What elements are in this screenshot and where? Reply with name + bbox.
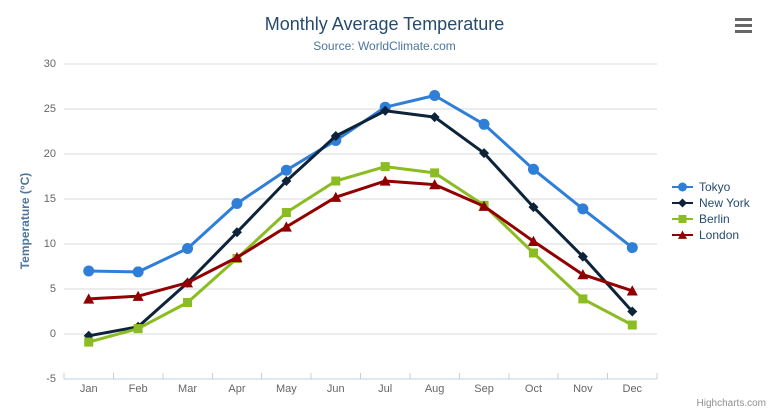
- x-tick-label: Oct: [524, 383, 543, 395]
- london-marker[interactable]: [182, 277, 194, 288]
- london-marker[interactable]: [280, 221, 292, 232]
- london-marker[interactable]: [429, 179, 441, 190]
- tokyo-marker[interactable]: [83, 265, 95, 277]
- legend-label: Tokyo: [699, 180, 731, 194]
- legend: Tokyo New York Berlin London: [672, 179, 750, 243]
- triangle-marker-icon: [672, 230, 693, 239]
- tokyo-marker[interactable]: [429, 90, 441, 101]
- tokyo-marker[interactable]: [280, 164, 292, 176]
- legend-item-tokyo[interactable]: Tokyo: [672, 179, 750, 195]
- hamburger-icon: [735, 18, 753, 33]
- london-line[interactable]: [87, 179, 634, 301]
- london-marker[interactable]: [132, 290, 144, 301]
- berlin-marker[interactable]: [331, 176, 341, 186]
- new-york-marker[interactable]: [281, 176, 292, 186]
- x-tick-label: Nov: [573, 383, 593, 395]
- x-tick-label: Mar: [178, 383, 197, 395]
- legend-item-berlin[interactable]: Berlin: [672, 211, 750, 227]
- y-tick-label: 25: [43, 103, 56, 115]
- y-tick-label: 10: [43, 238, 56, 250]
- legend-label: New York: [699, 196, 750, 210]
- berlin-marker[interactable]: [281, 208, 291, 217]
- square-marker-icon: [672, 215, 693, 223]
- berlin-marker[interactable]: [430, 168, 440, 178]
- x-tick-label: Dec: [622, 383, 643, 395]
- x-tick-label: Apr: [228, 383, 246, 395]
- chart-subtitle: Source: WorldClimate.com: [313, 39, 456, 53]
- london-marker[interactable]: [83, 293, 95, 304]
- new-york-marker[interactable]: [429, 112, 440, 123]
- circle-glyph[interactable]: [678, 182, 687, 192]
- y-tick-label: 20: [43, 148, 56, 160]
- x-tick-label: Jun: [326, 383, 345, 395]
- london-marker[interactable]: [231, 252, 243, 263]
- x-tick-label: Jan: [79, 383, 98, 395]
- tokyo-marker[interactable]: [577, 203, 589, 215]
- x-tick-label: Aug: [424, 383, 445, 395]
- new-york-marker[interactable]: [380, 105, 391, 116]
- legend-item-london[interactable]: London: [672, 227, 750, 243]
- x-tick-label: May: [275, 383, 297, 395]
- tokyo-marker[interactable]: [132, 266, 144, 278]
- london-marker[interactable]: [478, 200, 490, 211]
- triangle-glyph[interactable]: [678, 230, 687, 239]
- berlin-marker[interactable]: [380, 162, 390, 172]
- berlin-marker[interactable]: [133, 324, 143, 334]
- berlin-marker[interactable]: [84, 337, 94, 347]
- tokyo-marker[interactable]: [527, 163, 539, 175]
- new-york-marker[interactable]: [479, 148, 490, 159]
- tokyo-marker[interactable]: [231, 198, 243, 209]
- export-menu-button[interactable]: [733, 15, 755, 36]
- x-tick-label: Feb: [128, 383, 148, 395]
- square-glyph[interactable]: [678, 215, 687, 223]
- legend-label: Berlin: [699, 212, 730, 226]
- london-marker[interactable]: [379, 175, 391, 186]
- y-tick-label: 0: [49, 328, 56, 340]
- berlin-marker[interactable]: [627, 320, 637, 330]
- london-marker[interactable]: [527, 235, 539, 246]
- legend-item-new-york[interactable]: New York: [672, 195, 750, 211]
- diamond-marker-icon: [672, 198, 693, 208]
- london-marker[interactable]: [626, 285, 638, 296]
- y-tick-label: 30: [43, 58, 56, 70]
- london-marker[interactable]: [577, 269, 589, 280]
- x-tick-label: Sep: [474, 383, 494, 395]
- london-marker[interactable]: [330, 191, 342, 202]
- new-york-line[interactable]: [87, 109, 634, 338]
- berlin-marker[interactable]: [183, 298, 193, 307]
- berlin-line[interactable]: [87, 165, 634, 344]
- tokyo-marker[interactable]: [626, 242, 638, 254]
- diamond-glyph[interactable]: [678, 198, 687, 208]
- tokyo-marker[interactable]: [182, 243, 194, 254]
- new-york-marker[interactable]: [577, 251, 588, 262]
- new-york-marker[interactable]: [231, 227, 242, 238]
- y-tick-label: -5: [46, 373, 56, 385]
- credits-link[interactable]: Highcharts.com: [696, 398, 766, 409]
- tokyo-marker[interactable]: [478, 118, 490, 130]
- chart-title: Monthly Average Temperature: [264, 14, 505, 34]
- y-tick-label: 15: [43, 193, 56, 205]
- legend-label: London: [699, 228, 740, 242]
- circle-marker-icon: [672, 182, 693, 192]
- new-york-marker[interactable]: [528, 202, 539, 213]
- new-york-marker[interactable]: [627, 306, 638, 317]
- berlin-marker[interactable]: [578, 294, 588, 304]
- x-tick-label: Jul: [378, 383, 393, 395]
- new-york-marker[interactable]: [330, 131, 341, 141]
- berlin-marker[interactable]: [528, 248, 538, 258]
- y-tick-label: 5: [49, 283, 56, 295]
